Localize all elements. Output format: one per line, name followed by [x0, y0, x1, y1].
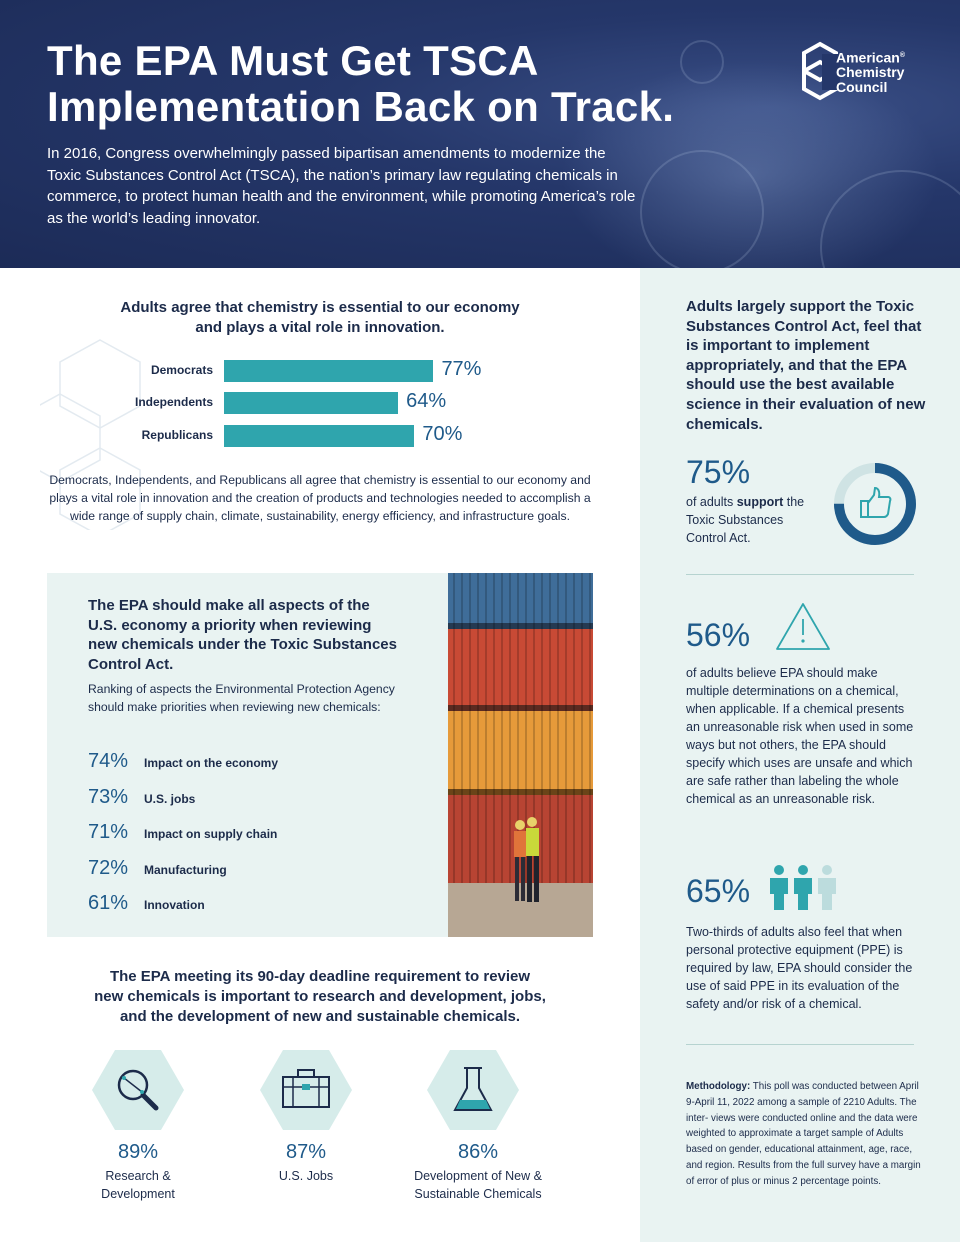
intro-paragraph: In 2016, Congress overwhelmingly passed …	[47, 145, 636, 228]
deadline-title-line: The EPA meeting its 90-day deadline requ…	[109, 968, 531, 985]
stat-label-line: Development	[101, 1186, 175, 1201]
acc-logo: American® Chemistry Council	[800, 40, 930, 102]
page-title: The EPA Must Get TSCA Implementation Bac…	[47, 38, 674, 130]
support-percentage: 75%	[686, 454, 751, 490]
stat-label-line: Development of New &	[414, 1169, 542, 1183]
priorities-subtitle: Ranking of aspects the Environmental Pro…	[88, 682, 395, 714]
chart-note: Democrats, Independents, and Republicans…	[49, 473, 591, 523]
priority-label: Impact on supply chain	[144, 827, 278, 841]
briefcase-icon	[260, 1050, 352, 1130]
hexagon-decoration	[40, 339, 141, 530]
priority-label: Manufacturing	[144, 862, 227, 877]
right-panel-heading: Adults largely support the Toxic Substan…	[686, 298, 926, 433]
ppe-percentage: 65%	[686, 873, 751, 909]
stat-percentage: 89%	[117, 1141, 159, 1163]
people-icon	[770, 865, 836, 910]
magnifier-icon	[92, 1050, 184, 1130]
right-panel: Adults largely support the Toxic Substan…	[640, 268, 960, 1242]
bar-value-label: 77%	[441, 358, 482, 380]
stat-label: Development of New & Sustainable Chemica…	[393, 1168, 563, 1203]
priority-label: Impact on the economy	[144, 756, 279, 770]
thumbs-up-icon	[860, 486, 892, 518]
logo-line: Chemistry	[836, 64, 905, 81]
stat-percentage: 86%	[457, 1141, 499, 1163]
priority-percentage: 73%	[88, 785, 129, 808]
registered-mark: ®	[899, 52, 905, 59]
bar-republicans	[224, 425, 415, 447]
priority-percentage: 61%	[88, 892, 129, 914]
support-text-bold: support	[736, 495, 784, 509]
deadline-title: The EPA meeting its 90-day deadline requ…	[45, 967, 595, 1027]
determinations-text: of adults believe EPA should make multip…	[686, 666, 914, 806]
ppe-text: Two-thirds of adults also feel that when…	[686, 925, 913, 1011]
stat-label: Research & Development	[68, 1168, 208, 1203]
deadline-title-line: and the development of new and sustainab…	[119, 1008, 521, 1025]
page-title-line: The EPA Must Get TSCA	[47, 37, 539, 84]
bar-category-label: Republicans	[141, 428, 213, 442]
stat-research: 89% Research & Development	[68, 1141, 208, 1203]
header-banner: The EPA Must Get TSCA Implementation Bac…	[0, 0, 960, 268]
flask-icon	[427, 1050, 519, 1130]
chart-title-line: Adults agree that chemistry is essential…	[120, 299, 520, 316]
bar-value-label: 64%	[406, 390, 447, 412]
divider	[686, 574, 914, 575]
methodology-text: This poll was conducted between April 9-…	[686, 1081, 921, 1187]
stat-label-line: U.S. Jobs	[278, 1169, 334, 1183]
priority-label: U.S. jobs	[144, 791, 196, 806]
support-text-part: of adults	[686, 495, 737, 509]
priority-percentage: 71%	[88, 821, 129, 843]
workers-figure	[514, 817, 539, 902]
warning-icon	[776, 603, 830, 650]
stat-label: U.S. Jobs	[236, 1168, 376, 1186]
bar-value-label: 70%	[422, 423, 463, 445]
logo-word: American	[836, 49, 900, 66]
bar-democrats	[224, 360, 434, 382]
bar-category-label: Democrats	[150, 363, 213, 377]
divider	[686, 1044, 914, 1045]
bar-independents	[224, 392, 399, 414]
stat-percentage: 87%	[285, 1141, 327, 1163]
stat-jobs: 87% U.S. Jobs	[236, 1141, 376, 1186]
deadline-title-line: new chemicals is important to research a…	[94, 988, 546, 1005]
chart-title: Adults agree that chemistry is essential…	[45, 298, 595, 338]
determinations-percentage: 56%	[686, 617, 751, 653]
priorities-title: The EPA should make all aspects of the U…	[88, 597, 397, 673]
support-text-part: the Toxic Substances Control Act.	[686, 495, 805, 545]
priority-percentage: 74%	[88, 750, 129, 772]
chart-title-line: and plays a vital role in innovation.	[195, 319, 445, 336]
logo-wordmark: American® Chemistry Council	[836, 49, 905, 94]
bar-category-label: Independents	[134, 395, 213, 409]
page-title-line: Implementation Back on Track.	[47, 83, 675, 130]
stat-label-line: Research &	[105, 1169, 171, 1183]
methodology-note: Methodology: This poll was conducted bet…	[686, 1079, 922, 1190]
logo-line: Council	[836, 78, 888, 95]
flask-shape	[640, 150, 764, 268]
donut-arc	[834, 463, 916, 545]
logo-line: American®	[836, 49, 905, 65]
methodology-label: Methodology:	[686, 1081, 751, 1092]
priority-label: Innovation	[144, 898, 205, 912]
hexagon-logo-icon	[802, 41, 840, 101]
stat-chemicals: 86% Development of New & Sustainable Che…	[393, 1141, 563, 1203]
stat-label-line: Sustainable Chemicals	[414, 1186, 542, 1201]
priority-percentage: 72%	[88, 856, 129, 879]
support-text: of adults support the Toxic Substances C…	[686, 493, 826, 547]
support-donut	[834, 463, 916, 545]
shipping-containers-photo	[448, 573, 593, 937]
flask-shape	[680, 40, 724, 84]
